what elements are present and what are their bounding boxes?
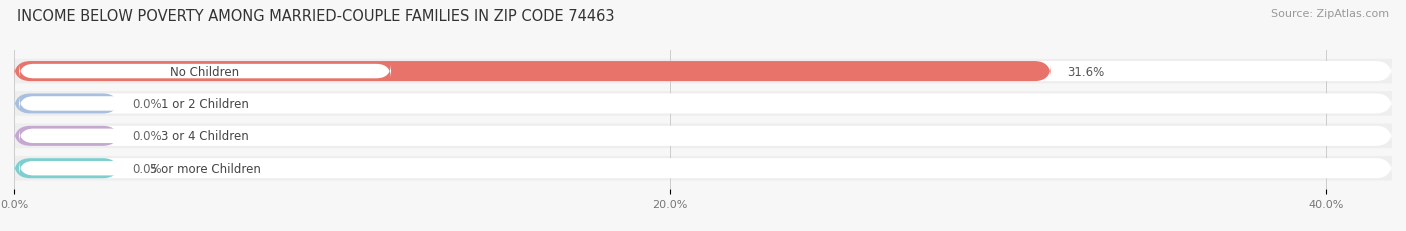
FancyBboxPatch shape: [20, 129, 391, 143]
Text: 5 or more Children: 5 or more Children: [149, 162, 260, 175]
Text: 0.0%: 0.0%: [132, 130, 162, 143]
FancyBboxPatch shape: [14, 158, 120, 179]
FancyBboxPatch shape: [20, 64, 391, 79]
Text: INCOME BELOW POVERTY AMONG MARRIED-COUPLE FAMILIES IN ZIP CODE 74463: INCOME BELOW POVERTY AMONG MARRIED-COUPL…: [17, 9, 614, 24]
FancyBboxPatch shape: [0, 92, 1406, 116]
FancyBboxPatch shape: [14, 94, 120, 114]
Text: No Children: No Children: [170, 65, 239, 78]
FancyBboxPatch shape: [0, 156, 1406, 181]
FancyBboxPatch shape: [14, 62, 1392, 82]
FancyBboxPatch shape: [14, 94, 1392, 114]
FancyBboxPatch shape: [20, 97, 391, 111]
FancyBboxPatch shape: [0, 60, 1406, 84]
Text: Source: ZipAtlas.com: Source: ZipAtlas.com: [1271, 9, 1389, 19]
FancyBboxPatch shape: [14, 158, 1392, 179]
FancyBboxPatch shape: [0, 124, 1406, 149]
FancyBboxPatch shape: [20, 161, 391, 176]
Text: 0.0%: 0.0%: [132, 97, 162, 110]
Text: 0.0%: 0.0%: [132, 162, 162, 175]
Text: 31.6%: 31.6%: [1067, 65, 1104, 78]
Text: 1 or 2 Children: 1 or 2 Children: [162, 97, 249, 110]
Text: 3 or 4 Children: 3 or 4 Children: [162, 130, 249, 143]
FancyBboxPatch shape: [14, 126, 1392, 146]
FancyBboxPatch shape: [14, 62, 1050, 82]
FancyBboxPatch shape: [14, 126, 120, 146]
